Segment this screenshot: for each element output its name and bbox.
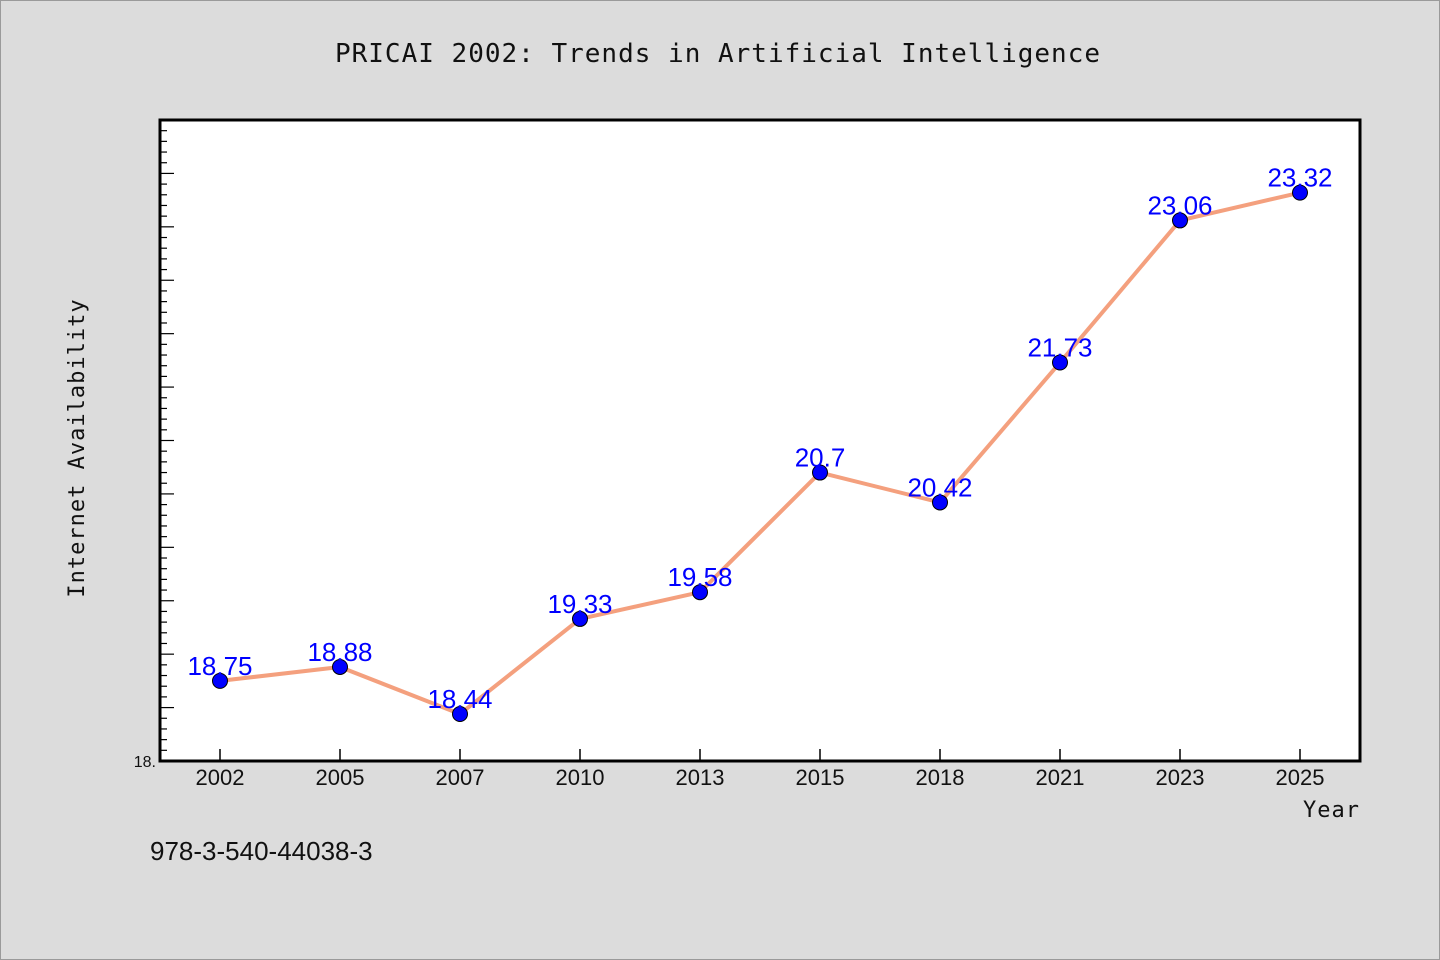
x-tick-label-2025: 2025	[1276, 765, 1325, 790]
data-label-2021: 21.73	[1027, 333, 1092, 363]
data-label-2018: 20.42	[907, 472, 972, 502]
data-point-2018	[932, 494, 948, 511]
plot-area	[158, 118, 1362, 763]
x-axis-label: Year	[1303, 798, 1360, 823]
x-tick-label-2018: 2018	[916, 765, 965, 790]
series-markers	[212, 184, 1308, 722]
data-point-2015	[812, 464, 828, 481]
data-point-2013	[692, 584, 708, 601]
data-label-2015: 20.7	[795, 443, 846, 473]
data-label-2005: 18.88	[307, 637, 372, 667]
x-tick-label-2013: 2013	[676, 765, 725, 790]
data-label-2025: 23.32	[1267, 163, 1332, 193]
data-point-2023	[1172, 212, 1188, 229]
data-point-2025	[1292, 184, 1308, 201]
x-tick-label-2010: 2010	[556, 765, 605, 790]
y-tick-label: 18.	[134, 754, 156, 771]
y-axis-ticks: 18.	[134, 130, 174, 771]
x-tick-label-2021: 2021	[1036, 765, 1085, 790]
data-label-2002: 18.75	[187, 651, 252, 681]
chart-title: PRICAI 2002: Trends in Artificial Intell…	[335, 39, 1101, 69]
series-line	[218, 190, 1302, 716]
data-point-2021	[1052, 354, 1068, 371]
data-label-2023: 23.06	[1147, 190, 1212, 220]
data-label-2007: 18.44	[427, 684, 492, 714]
data-point-2007	[452, 705, 468, 722]
isbn-footer: 978-3-540-44038-3	[150, 836, 373, 866]
data-label-2010: 19.33	[547, 589, 612, 619]
x-tick-label-2023: 2023	[1156, 765, 1205, 790]
data-labels: 18.75 18.88 18.44 19.33 19.58 20.7 20.42 21.73 2…	[187, 163, 1332, 714]
data-label-2013: 19.58	[667, 562, 732, 592]
data-point-2005	[332, 658, 348, 675]
x-axis-ticks: 2002 2005 2007 2010 2013 2015 2018 2021 2023 2025	[196, 749, 1325, 790]
data-point-2002	[212, 672, 228, 689]
data-point-2010	[572, 610, 588, 627]
y-axis-label: Internet Availability	[65, 298, 90, 597]
x-tick-label-2002: 2002	[196, 765, 245, 790]
x-tick-label-2007: 2007	[436, 765, 485, 790]
series-polyline	[218, 190, 1302, 716]
x-tick-label-2005: 2005	[316, 765, 365, 790]
x-tick-label-2015: 2015	[796, 765, 845, 790]
